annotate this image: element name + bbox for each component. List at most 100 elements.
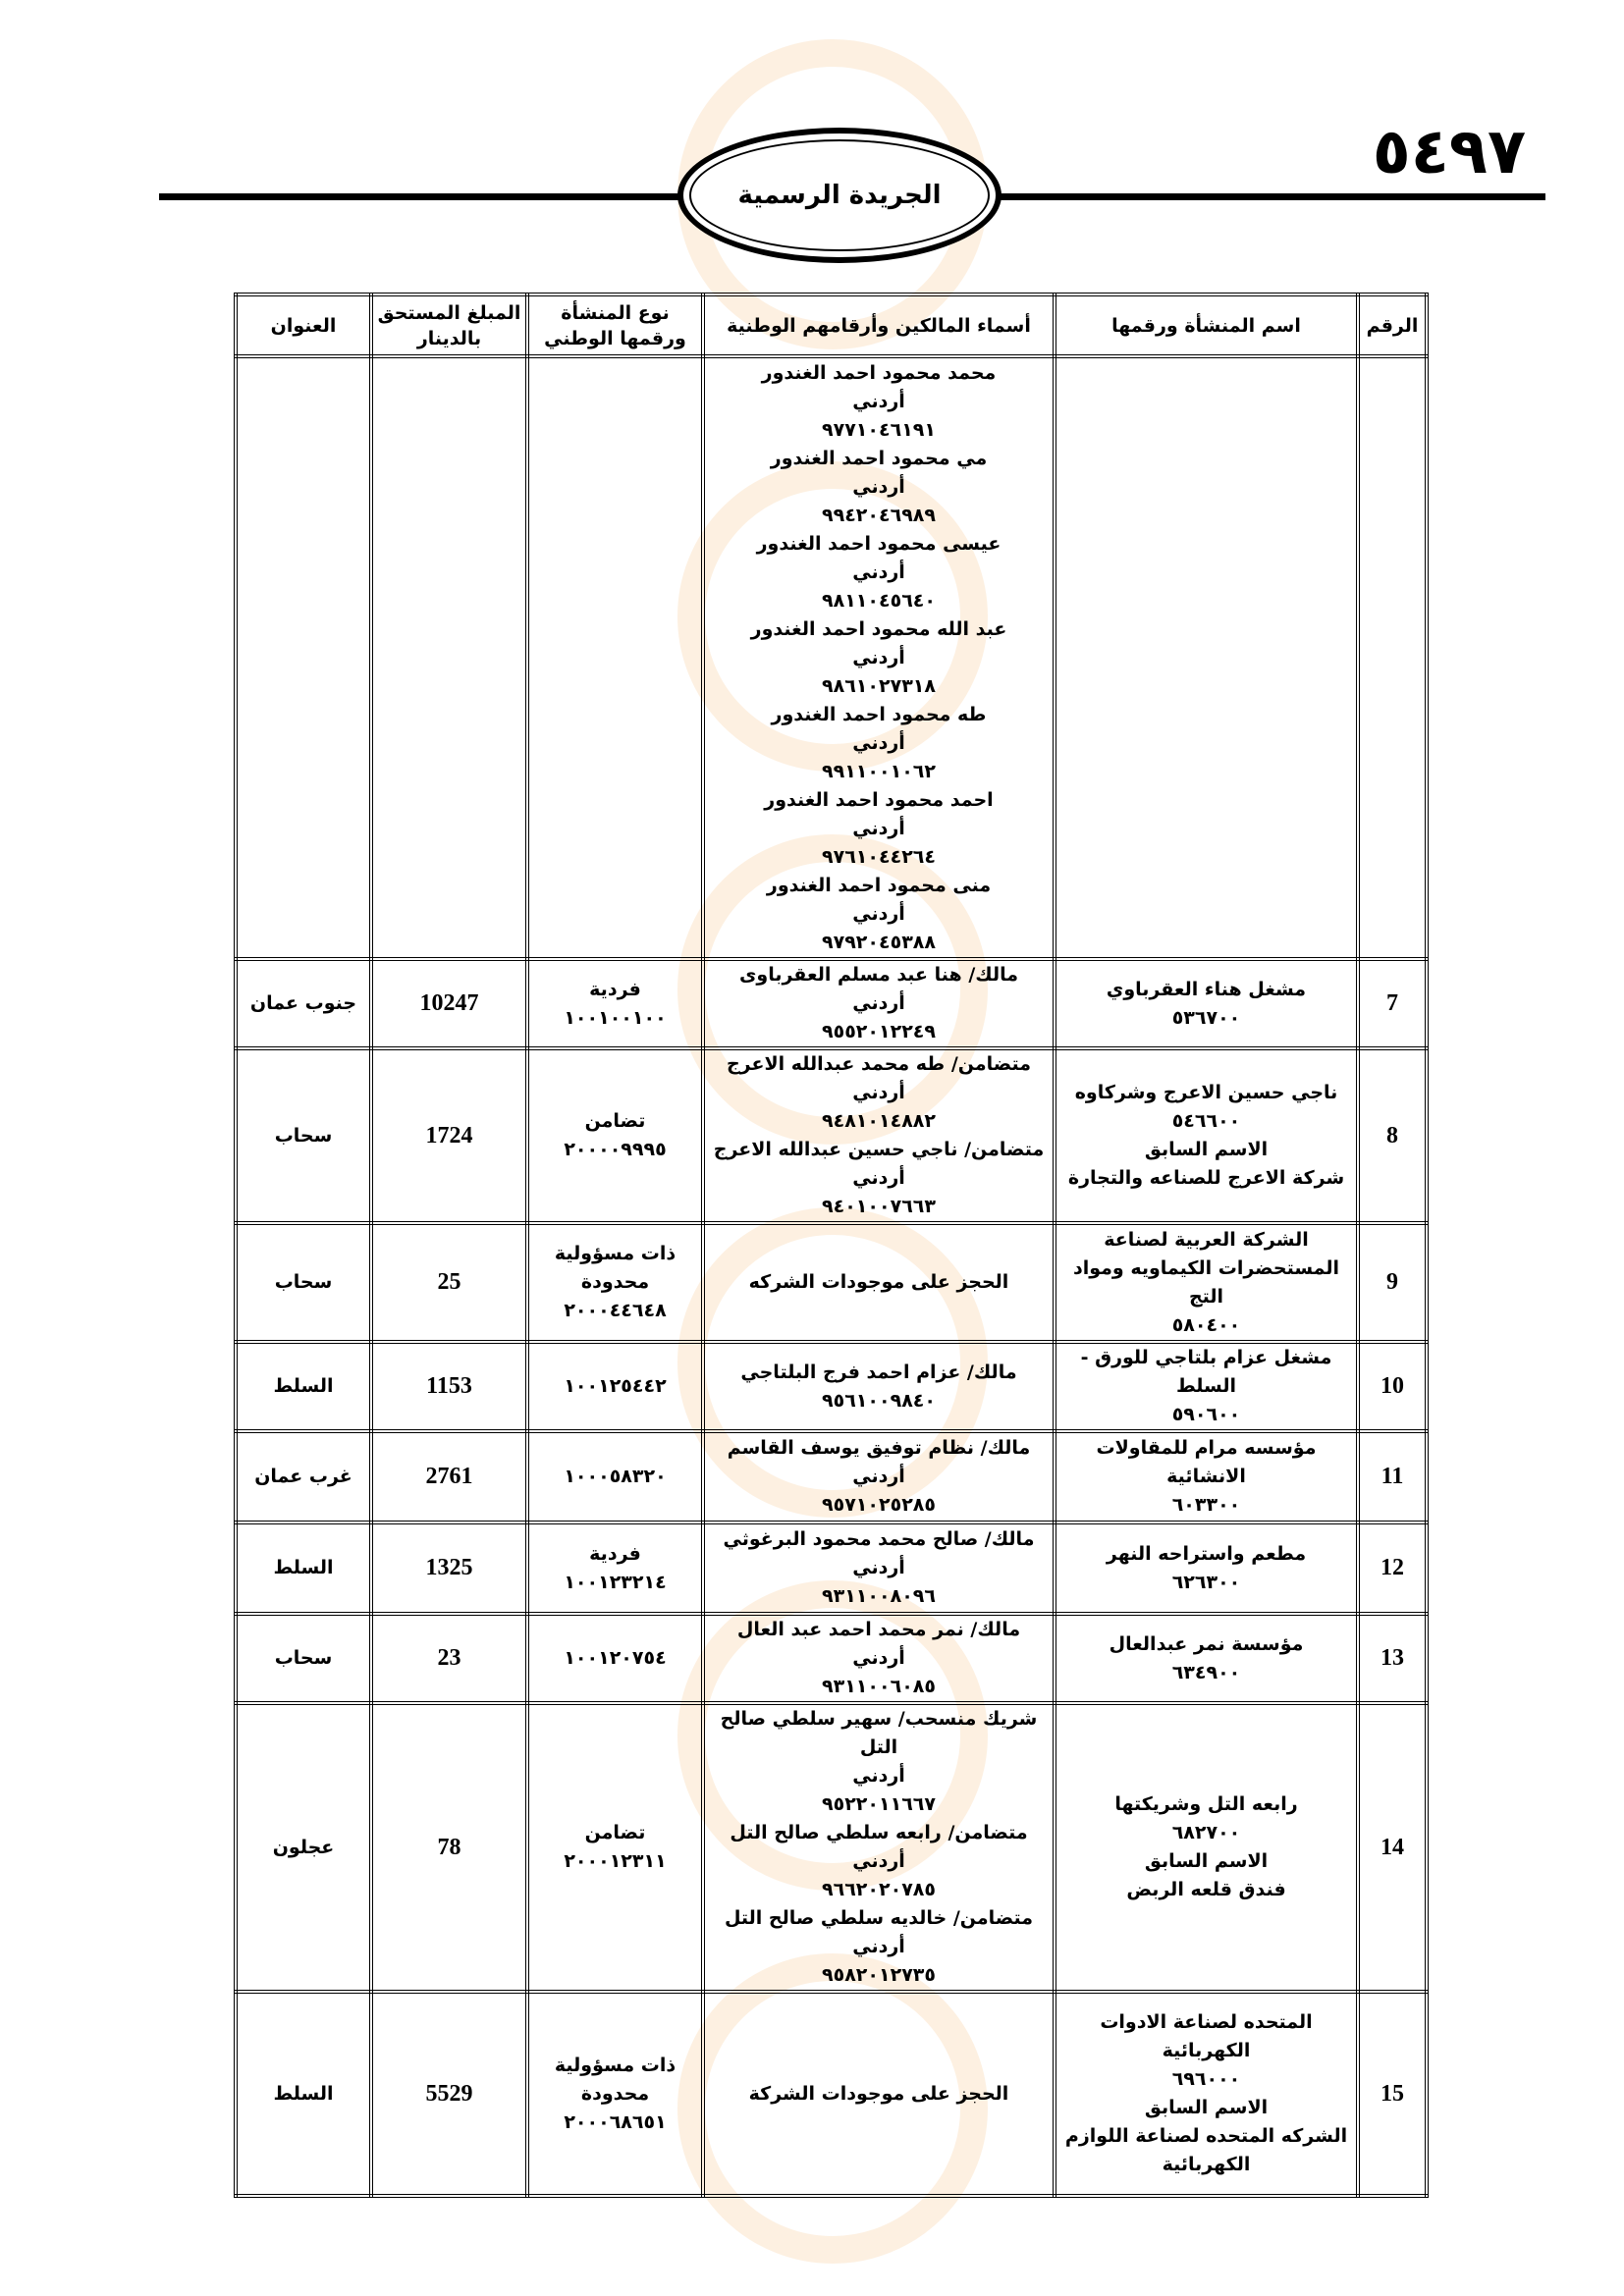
establishment-cell-line: ٦٩٦٠٠٠ [1171, 2068, 1241, 2090]
owners-cell-line: مالك/ صالح محمد محمود البرغوثي [723, 1528, 1035, 1550]
col-header-type: نوع المنشأة ورقمها الوطني [525, 293, 705, 358]
owners-cell-line: عبد الله محمود احمد الغندور [750, 617, 1007, 640]
owners-cell: متضامن/ طه محمد عبدالله الاعرج أردني ٩٤٨١٠… [701, 1046, 1056, 1225]
col-header-amount: المبلغ المستحق بالدينار [369, 293, 529, 358]
type-cell: ١٠٠١٢٥٤٤٢ [525, 1340, 705, 1433]
row-number: 15 [1356, 1990, 1429, 2198]
owners-cell-line: ٩٧٦١٠٤٤٢٦٤ [822, 845, 936, 868]
row-number: 8 [1356, 1046, 1429, 1225]
address-cell: عجلون [234, 1701, 373, 1994]
owners-cell: مالك/ نظام توفيق يوسف القاسم أردني ٩٥٧١٠٢٥… [701, 1429, 1056, 1524]
owners-cell-line: أردني [852, 1557, 905, 1578]
establishment-cell-line: مطعم واستراحه النهر [1106, 1542, 1307, 1565]
owners-cell-line: مي محمود احمد الغندور [770, 447, 988, 469]
establishment-cell: مؤسسة نمر عبدالعال ٦٣٤٩٠٠ [1053, 1612, 1360, 1705]
establishment-cell: رابعه التل وشريكتها ٦٨٢٧٠٠ الاسم السابق فند… [1053, 1701, 1360, 1994]
establishment-cell-line: ٥٨٠٤٠٠ [1171, 1313, 1241, 1336]
row-number: 11 [1356, 1429, 1429, 1524]
amount-cell: 1325 [369, 1521, 529, 1616]
owners-cell-line: ٩٣١١٠٠٦٠٨٥ [822, 1676, 936, 1697]
establishment-cell-line: ٦٣٤٩٠٠ [1171, 1661, 1241, 1683]
establishment-cell-line: المستحضرات الكيماويه ومواد [1072, 1256, 1340, 1279]
establishment-cell-line: الشركة العربية لصناعة [1104, 1228, 1309, 1251]
type-cell: ذات مسؤولية محدودة ٢٠٠٠٤٤٦٤٨ [525, 1221, 705, 1344]
owners-cell-line: منى محمود احمد الغندور [766, 874, 992, 896]
establishment-cell [1053, 354, 1360, 961]
amount-cell: 25 [369, 1221, 529, 1344]
table-row: 8 ناجي حسين الاعرج وشركاوه ٥٤٦٦٠٠ الاسم الس… [234, 1046, 1429, 1225]
row-number [1356, 354, 1429, 961]
type-cell-line: ١٠٠٠٥٨٣٢٠ [564, 1466, 667, 1487]
type-cell: فردية ١٠٠١٠٠١٠٠ [525, 957, 705, 1050]
type-cell-line: ٢٠٠٠٤٤٦٤٨ [564, 1300, 667, 1321]
owners-cell-line: مالك/ هنا عبد مسلم العقرباوى [738, 964, 1018, 986]
establishment-cell-line: مؤسسة نمر عبدالعال [1109, 1632, 1304, 1655]
owners-cell-line: شريك منسحب/ سهير سلطي صالح التل [720, 1708, 1038, 1758]
type-cell-line: محدودة [580, 1271, 650, 1293]
type-cell: تضامن ٢٠٠٠١٢٣١١ [525, 1701, 705, 1994]
owners-cell-line: احمد محمود احمد الغندور [764, 788, 994, 811]
establishment-cell: مؤسسه مرام للمقاولات الانشائية ٦٠٣٣٠٠ [1053, 1429, 1360, 1524]
owners-cell-line: أردني [852, 817, 905, 839]
owners-cell: مالك/ هنا عبد مسلم العقرباوى أردني ٩٥٥٢٠١٢… [701, 957, 1056, 1050]
establishment-cell-line: الكهربائية [1162, 2040, 1251, 2061]
type-cell-line: ١٠٠١٠٠١٠٠ [564, 1006, 667, 1029]
owners-cell-line: أردني [852, 1850, 905, 1872]
row-number: 14 [1356, 1701, 1429, 1994]
establishment-cell: مشغل هناء العقرباوي ٥٣٦٧٠٠ [1053, 957, 1360, 1050]
type-cell: ١٠٠١٢٠٧٥٤ [525, 1612, 705, 1705]
row-number: 9 [1356, 1221, 1429, 1344]
owners-cell-line: أردني [852, 902, 905, 925]
owners-cell-line: أردني [852, 1936, 905, 1957]
amount-cell [369, 354, 529, 961]
table-row: 9 الشركة العربية لصناعة المستحضرات الكيماو… [234, 1221, 1429, 1344]
address-cell: السلط [234, 1521, 373, 1616]
table-header-row: الرقم اسم المنشأة ورقمها أسماء المالكين … [234, 293, 1429, 358]
type-cell-line: فردية [589, 1542, 641, 1565]
type-cell-line: تضامن [584, 1110, 646, 1132]
address-cell: جنوب عمان [234, 957, 373, 1050]
establishment-cell: الشركة العربية لصناعة المستحضرات الكيماوي… [1053, 1221, 1360, 1344]
owners-cell-line: أردني [852, 646, 905, 668]
establishment-cell: مطعم واستراحه النهر ٦٢٦٣٠٠ [1053, 1521, 1360, 1616]
table-row: 14 رابعه التل وشريكتها ٦٨٢٧٠٠ الاسم السابق ف… [234, 1701, 1429, 1994]
row-number: 7 [1356, 957, 1429, 1050]
owners-cell: محمد محمود احمد الغندور أردني ٩٧٧١٠٤٦١٩١ مي… [701, 354, 1056, 961]
amount-cell: 23 [369, 1612, 529, 1705]
establishment-cell-line: فندق قلعه الربض [1126, 1879, 1286, 1900]
row-number: 13 [1356, 1612, 1429, 1705]
owners-cell-line: ٩٣١١٠٠٨٠٩٦ [822, 1585, 936, 1607]
amount-cell: 1724 [369, 1046, 529, 1225]
address-cell: غرب عمان [234, 1429, 373, 1524]
type-cell-line: ذات مسؤولية [554, 2054, 677, 2076]
owners-cell-line: أردني [852, 390, 905, 412]
owners-cell-line: ٩٧٩٢٠٤٥٣٨٨ [822, 931, 936, 953]
type-cell: فردية ١٠٠١٢٣٢١٤ [525, 1521, 705, 1616]
owners-cell-line: ٩٥٧١٠٢٥٢٨٥ [822, 1494, 936, 1516]
establishment-cell-line: الشركه المتحده لصناعة اللوازم [1064, 2125, 1348, 2147]
establishment-cell: المتحده لصناعة الادوات الكهربائية ٦٩٦٠٠٠ ال… [1053, 1990, 1360, 2198]
amount-cell: 10247 [369, 957, 529, 1050]
owners-cell-line: الحجز على موجودات الشركه [748, 1271, 1009, 1293]
table-row: 11 مؤسسه مرام للمقاولات الانشائية ٦٠٣٣٠٠ ما… [234, 1429, 1429, 1524]
type-cell [525, 354, 705, 961]
type-cell-line: محدودة [580, 2082, 650, 2105]
owners-cell-line: ٩٧٧١٠٤٦١٩١ [822, 418, 936, 441]
owners-cell: الحجز على موجودات الشركة [701, 1990, 1056, 2198]
owners-cell-line: أردني [852, 561, 905, 583]
records-table: الرقم اسم المنشأة ورقمها أسماء المالكين … [234, 293, 1429, 2198]
establishment-cell-line: الاسم السابق [1144, 2097, 1269, 2118]
owners-cell: مالك/ نمر محمد احمد عبد العال أردني ٩٣١١٠٠… [701, 1612, 1056, 1705]
owners-cell-line: متضامن/ ناجي حسين عبدالله الاعرج [713, 1139, 1045, 1160]
owners-cell-line: ٩٤٨١٠١٤٨٨٢ [822, 1110, 936, 1132]
table-row: 7 مشغل هناء العقرباوي ٥٣٦٧٠٠ مالك/ هنا عبد … [234, 957, 1429, 1050]
owners-cell-line: أردني [852, 1466, 905, 1487]
type-cell-line: ١٠٠١٢٠٧٥٤ [564, 1647, 667, 1669]
owners-cell-line: ٩٥٢٢٠١١٦٦٧ [822, 1793, 936, 1815]
owners-cell-line: متضامن/ رابعه سلطي صالح التل [730, 1822, 1028, 1843]
address-cell: السلط [234, 1340, 373, 1433]
establishment-cell-line: المتحده لصناعة الادوات [1100, 2011, 1313, 2033]
owners-cell-line: مالك/ نظام توفيق يوسف القاسم [727, 1437, 1031, 1459]
owners-cell-line: أردني [852, 731, 905, 754]
owners-cell-line: متضامن/ خالديه سلطي صالح التل [724, 1907, 1034, 1929]
